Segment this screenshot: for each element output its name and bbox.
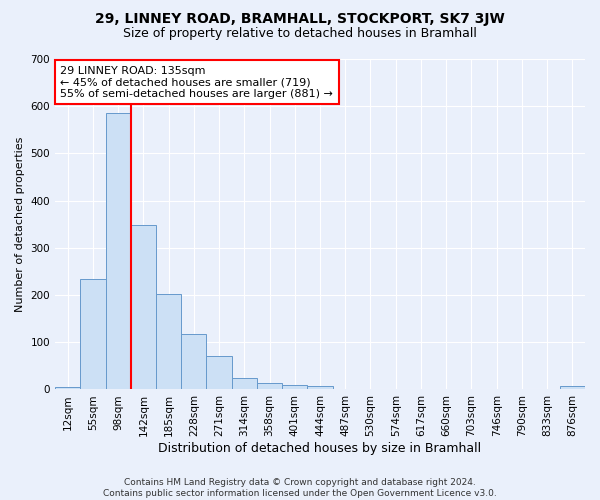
Bar bbox=[181, 334, 206, 390]
Bar bbox=[131, 225, 156, 390]
Y-axis label: Number of detached properties: Number of detached properties bbox=[15, 136, 25, 312]
Bar bbox=[55, 387, 80, 390]
Bar bbox=[80, 278, 106, 390]
X-axis label: Distribution of detached houses by size in Bramhall: Distribution of detached houses by size … bbox=[158, 442, 482, 455]
Text: Contains HM Land Registry data © Crown copyright and database right 2024.
Contai: Contains HM Land Registry data © Crown c… bbox=[103, 478, 497, 498]
Bar bbox=[307, 386, 332, 390]
Text: Size of property relative to detached houses in Bramhall: Size of property relative to detached ho… bbox=[123, 28, 477, 40]
Bar bbox=[232, 378, 257, 390]
Text: 29 LINNEY ROAD: 135sqm
← 45% of detached houses are smaller (719)
55% of semi-de: 29 LINNEY ROAD: 135sqm ← 45% of detached… bbox=[61, 66, 333, 99]
Bar bbox=[282, 384, 307, 390]
Bar bbox=[560, 386, 585, 390]
Text: 29, LINNEY ROAD, BRAMHALL, STOCKPORT, SK7 3JW: 29, LINNEY ROAD, BRAMHALL, STOCKPORT, SK… bbox=[95, 12, 505, 26]
Bar bbox=[206, 356, 232, 390]
Bar bbox=[257, 384, 282, 390]
Bar bbox=[156, 294, 181, 390]
Bar bbox=[106, 114, 131, 390]
